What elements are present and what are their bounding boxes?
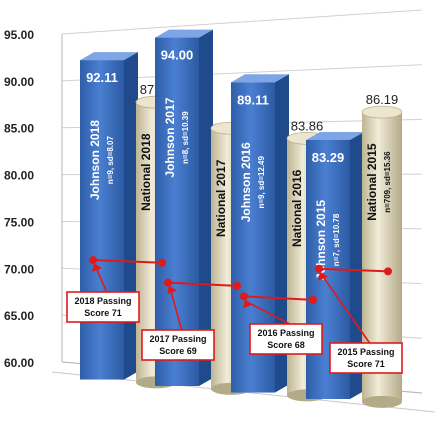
callout-line2: Score 71 — [84, 308, 122, 318]
callout-line2: Score 71 — [347, 359, 385, 369]
callout-line2: Score 68 — [267, 340, 305, 350]
y-tick-label: 90.00 — [4, 75, 34, 89]
bar-series-label: Johnson 2016 — [239, 142, 253, 222]
y-tick-label: 95.00 — [4, 28, 34, 42]
bar-series-label: Johnson 2017 — [163, 97, 177, 177]
bar-johnson: 92.11 Johnson 2018 n=9, sd=8.07 — [80, 52, 138, 379]
y-tick-label: 70.00 — [4, 262, 34, 276]
cylinder-cap — [362, 106, 402, 118]
gridline — [62, 10, 422, 34]
bar-stats-label: n=8, sd=10.39 — [181, 111, 190, 164]
bar-series-label: National 2016 — [290, 169, 304, 247]
callout-line2: Score 69 — [159, 346, 197, 356]
bar-value-label: 89.11 — [237, 92, 269, 107]
y-tick-label: 75.00 — [4, 215, 34, 229]
bar-stats-label: n=709, sd=15.36 — [383, 151, 392, 213]
callout-line1: 2017 Passing — [149, 334, 206, 344]
cylinder-base — [362, 396, 402, 408]
bar-value-label: 92.11 — [86, 70, 118, 85]
bar-series-label: National 2017 — [214, 159, 228, 237]
bar-series-label: National 2018 — [139, 133, 153, 211]
callout-line1: 2016 Passing — [257, 328, 314, 338]
bar-stats-label: n=9, sd=8.07 — [106, 136, 115, 185]
y-tick-label: 85.00 — [4, 122, 34, 136]
y-tick-label: 60.00 — [4, 356, 34, 370]
bar-stats-label: n=9, sd=12.49 — [257, 155, 266, 208]
bar-series-label: Johnson 2018 — [88, 120, 102, 200]
bar-front-face — [80, 60, 124, 379]
passing-score-point — [384, 267, 392, 275]
passing-score-point — [164, 279, 172, 287]
passing-score-point — [89, 256, 97, 264]
bar-stats-label: n=7, sd=10.78 — [332, 213, 341, 266]
callout-line1: 2018 Passing — [74, 296, 131, 306]
bar-value-label: 86.19 — [366, 92, 399, 107]
y-tick-label: 65.00 — [4, 309, 34, 323]
bar-series-label: National 2015 — [365, 143, 379, 221]
passing-score-point — [240, 292, 248, 300]
y-axis-tick-labels: 95.00 90.00 85.00 80.00 75.00 70.00 65.00 60.00 — [4, 28, 34, 370]
passing-score-point — [158, 259, 166, 267]
callout-line1: 2015 Passing — [337, 347, 394, 357]
passing-score-point — [315, 265, 323, 273]
passing-score-point — [233, 282, 241, 290]
passing-score-point — [309, 296, 317, 304]
bar-value-label: 83.86 — [291, 118, 324, 133]
bar-value-label: 83.29 — [312, 150, 345, 165]
bar-value-label: 94.00 — [161, 48, 194, 63]
y-tick-label: 80.00 — [4, 169, 34, 183]
